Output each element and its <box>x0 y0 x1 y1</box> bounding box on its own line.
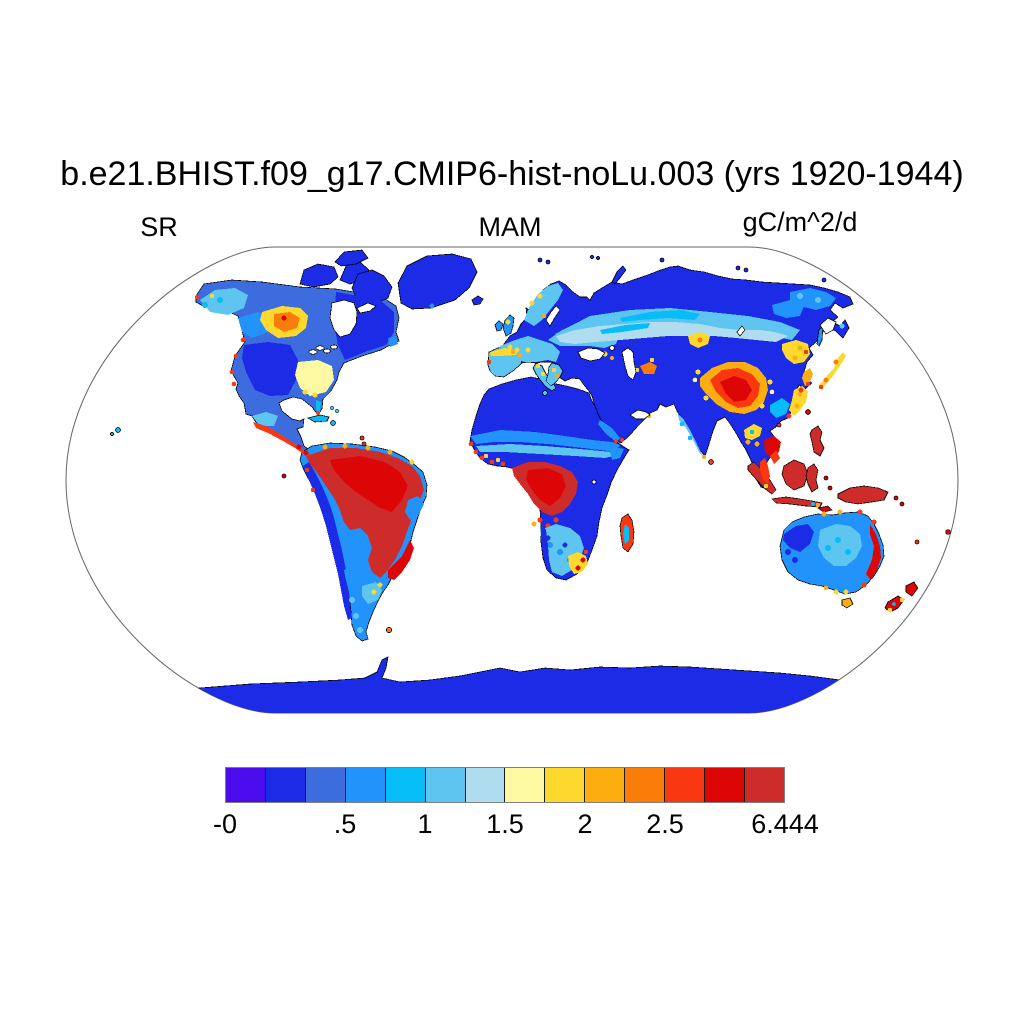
colorbar-box-14 <box>743 768 784 802</box>
sea-of-okhotsk <box>819 317 837 335</box>
colorbar-tick-2.5: 2.5 <box>646 809 684 839</box>
plot-title: b.e21.BHIST.f09_g17.CMIP6-hist-noLu.003 … <box>60 155 964 193</box>
colorbar-tick-2: 2 <box>577 809 593 839</box>
black-sea <box>577 347 606 362</box>
value-patches <box>195 283 905 636</box>
lake-baikal <box>736 325 746 337</box>
colorbar-tick-6.444: 6.444 <box>751 809 819 839</box>
colorbar-box-13 <box>704 768 744 802</box>
colorbar-tick-labels: -0 .5 1 1.5 2 2.5 6.444 <box>213 809 819 843</box>
colorbar-box-6 <box>424 768 465 802</box>
baltic-sea <box>545 305 561 327</box>
water-bodies <box>308 299 837 485</box>
caspian-sea <box>621 347 637 381</box>
colorbar-box-11 <box>624 768 665 802</box>
colorbar-box-3 <box>304 768 345 802</box>
colorbar-box-5 <box>384 768 425 802</box>
colorbar-box-9 <box>544 768 585 802</box>
colorbar-box-1 <box>226 768 265 802</box>
landmass-borneo <box>781 459 809 491</box>
colorbar-box-2 <box>264 768 305 802</box>
hudson-bay <box>329 299 358 338</box>
colorbar-tick-1: 1 <box>417 809 433 839</box>
persian-gulf <box>629 409 651 420</box>
colorbar-tick-.5: .5 <box>333 809 357 839</box>
variable-label: SR <box>140 212 178 242</box>
landmass-antarctica <box>144 656 951 713</box>
landmass-new-zealand-north <box>905 581 919 597</box>
landmass-greenland <box>397 253 478 310</box>
units-label: gC/m^2/d <box>742 207 858 237</box>
landmass-java <box>771 496 823 508</box>
landmass-sumatra <box>747 461 777 495</box>
colorbar-tick--0: -0 <box>212 809 238 839</box>
colorbar-tick-1.5: 1.5 <box>486 809 524 839</box>
season-label: MAM <box>478 212 542 242</box>
colorbar-box-10 <box>584 768 625 802</box>
colorbar-box-7 <box>464 768 505 802</box>
landmass-tasmania <box>841 597 854 609</box>
colorbar <box>225 767 785 803</box>
landmass-sulawesi <box>805 463 819 493</box>
landmass-balkans <box>545 362 564 387</box>
landmass-philippines <box>809 425 825 457</box>
colorbar-box-8 <box>504 768 545 802</box>
colorbar-box-12 <box>664 768 705 802</box>
landmass-uk <box>502 314 515 337</box>
landmass-new-guinea <box>837 485 889 505</box>
colorbar-box-4 <box>344 768 385 802</box>
